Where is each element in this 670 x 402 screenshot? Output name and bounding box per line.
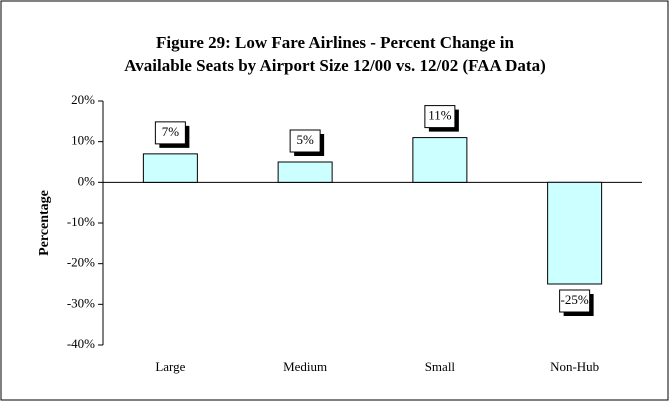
y-axis-label: Percentage <box>37 190 52 256</box>
value-label-box <box>154 121 186 145</box>
value-label: 5% <box>296 132 314 147</box>
chart-title: Available Seats by Airport Size 12/00 vs… <box>124 56 546 75</box>
value-label: 11% <box>428 108 452 123</box>
bar <box>277 161 333 183</box>
value-label-box <box>289 129 321 153</box>
value-label: 7% <box>162 124 180 139</box>
y-tick-label: -20% <box>67 255 95 270</box>
value-label: -25% <box>561 292 589 307</box>
chart-title: Figure 29: Low Fare Airlines - Percent C… <box>156 33 514 52</box>
y-tick-label: 10% <box>71 133 95 148</box>
y-tick-label: 0% <box>78 173 96 188</box>
y-tick-label: 20% <box>71 92 95 107</box>
y-tick-label: -30% <box>67 295 95 310</box>
x-tick-label: Non-Hub <box>550 359 599 374</box>
bar <box>142 153 198 183</box>
value-label-box <box>559 289 591 313</box>
x-tick-label: Medium <box>283 359 327 374</box>
y-tick-label: -40% <box>67 336 95 351</box>
bar <box>547 181 603 285</box>
x-tick-label: Large <box>155 359 185 374</box>
bar <box>412 137 468 183</box>
y-tick-label: -10% <box>67 214 95 229</box>
value-label-box <box>424 105 456 129</box>
x-tick-label: Small <box>425 359 456 374</box>
